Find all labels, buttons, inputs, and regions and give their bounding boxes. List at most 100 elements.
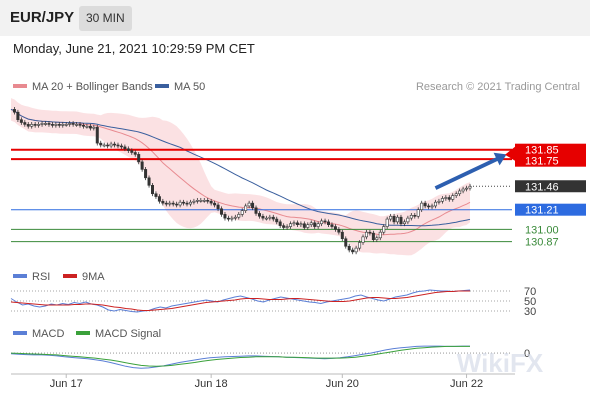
candle-body [206, 200, 210, 202]
candle-body [119, 145, 123, 148]
candle-body [161, 200, 165, 204]
candle-body [64, 124, 68, 126]
macd-panel: 0 [10, 345, 530, 369]
candle-body [461, 188, 465, 192]
candle-body [113, 143, 117, 146]
candle-body [106, 144, 110, 147]
candle-body [399, 216, 403, 225]
timestamp: Monday, June 21, 2021 10:29:59 PM CET [13, 41, 255, 56]
candle-body [447, 197, 451, 200]
candle-body [320, 220, 324, 225]
candle-body [289, 223, 293, 227]
candle-body [75, 124, 79, 126]
candle-body [437, 200, 441, 203]
candle-body [226, 217, 230, 220]
candle-body [406, 217, 410, 223]
candle-body [413, 215, 417, 217]
candle-body [295, 222, 299, 225]
candle-body [57, 124, 61, 126]
candle-body [358, 242, 362, 249]
rsi-legend-swatch [13, 274, 27, 278]
candle-body [44, 123, 48, 125]
price-tag-130.87 [515, 235, 586, 248]
candle-body [423, 202, 427, 207]
candle-body [247, 202, 251, 207]
candle-body [188, 201, 192, 205]
candle-body [282, 225, 286, 228]
candle-body [261, 215, 265, 219]
candle-body [337, 229, 341, 233]
candle-body [378, 231, 382, 239]
candle-body [144, 169, 148, 179]
candle-body [440, 198, 444, 202]
candle-body [157, 196, 161, 202]
macd-level-label: 0 [524, 348, 530, 360]
candle-body [444, 197, 448, 199]
candle-body [254, 207, 258, 214]
rsi-legend-label: RSI [32, 271, 50, 283]
candle-body [251, 202, 255, 209]
candle-body [199, 200, 203, 202]
candle-body [313, 222, 317, 227]
target-arrow-head [493, 152, 507, 166]
candle-body [23, 122, 27, 125]
candle-body [40, 123, 44, 125]
candle-body [61, 124, 65, 126]
time-tick-label: Jun 18 [195, 378, 228, 390]
price-tag-label: 131.85 [525, 145, 559, 157]
candle-body [216, 204, 220, 210]
candle-body [220, 208, 224, 215]
candle-body [16, 111, 20, 120]
candle-body [382, 226, 386, 233]
candle-body [92, 126, 96, 129]
macd-line [10, 345, 470, 369]
candle-body [347, 245, 351, 251]
candle-body [68, 123, 72, 125]
candle-body [185, 202, 189, 205]
candle-body [402, 221, 406, 225]
macd-signal-legend-label: MACD Signal [95, 328, 161, 340]
candle-body [465, 187, 469, 190]
candle-body [154, 193, 158, 197]
candle-body [116, 144, 120, 147]
macd-legend-label: MACD [32, 328, 64, 340]
price-tag-pointer [505, 146, 515, 161]
ma20-legend-swatch [13, 84, 27, 88]
price-tag-131.21 [515, 203, 586, 216]
candle-body [323, 220, 327, 223]
candle-body [81, 125, 85, 127]
candle-body [278, 221, 282, 226]
time-axis: Jun 17 Jun 18 Jun 20 Jun 22 [11, 373, 515, 390]
candle-body [71, 123, 75, 125]
rsi-ma-legend-swatch [63, 274, 77, 278]
macd-legend-swatch [13, 331, 27, 335]
candle-body [351, 249, 355, 253]
candle-body [12, 109, 16, 113]
candle-body [264, 217, 268, 220]
candle-body [130, 150, 134, 153]
candle-body [354, 247, 358, 253]
candle-body [306, 224, 310, 228]
candle-body [95, 126, 99, 144]
candle-body [192, 200, 196, 203]
price-tag-label: 131.75 [525, 156, 559, 168]
candle-body [433, 201, 437, 207]
timeframe-button[interactable]: 30 MIN [79, 6, 132, 31]
candle-body [209, 200, 213, 204]
candle-body [292, 222, 296, 225]
rsi-ma-line [10, 290, 470, 311]
candle-body [202, 200, 206, 202]
candle-body [195, 200, 199, 202]
candle-body [171, 202, 175, 205]
candle-body [99, 142, 103, 146]
candle-body [123, 146, 127, 150]
candle-body [333, 226, 337, 230]
candle-body [451, 195, 455, 200]
ma20-line [10, 108, 471, 236]
candle-body [244, 205, 248, 211]
candle-body [102, 144, 106, 147]
candle-body [233, 216, 237, 219]
candle-body [361, 236, 365, 243]
